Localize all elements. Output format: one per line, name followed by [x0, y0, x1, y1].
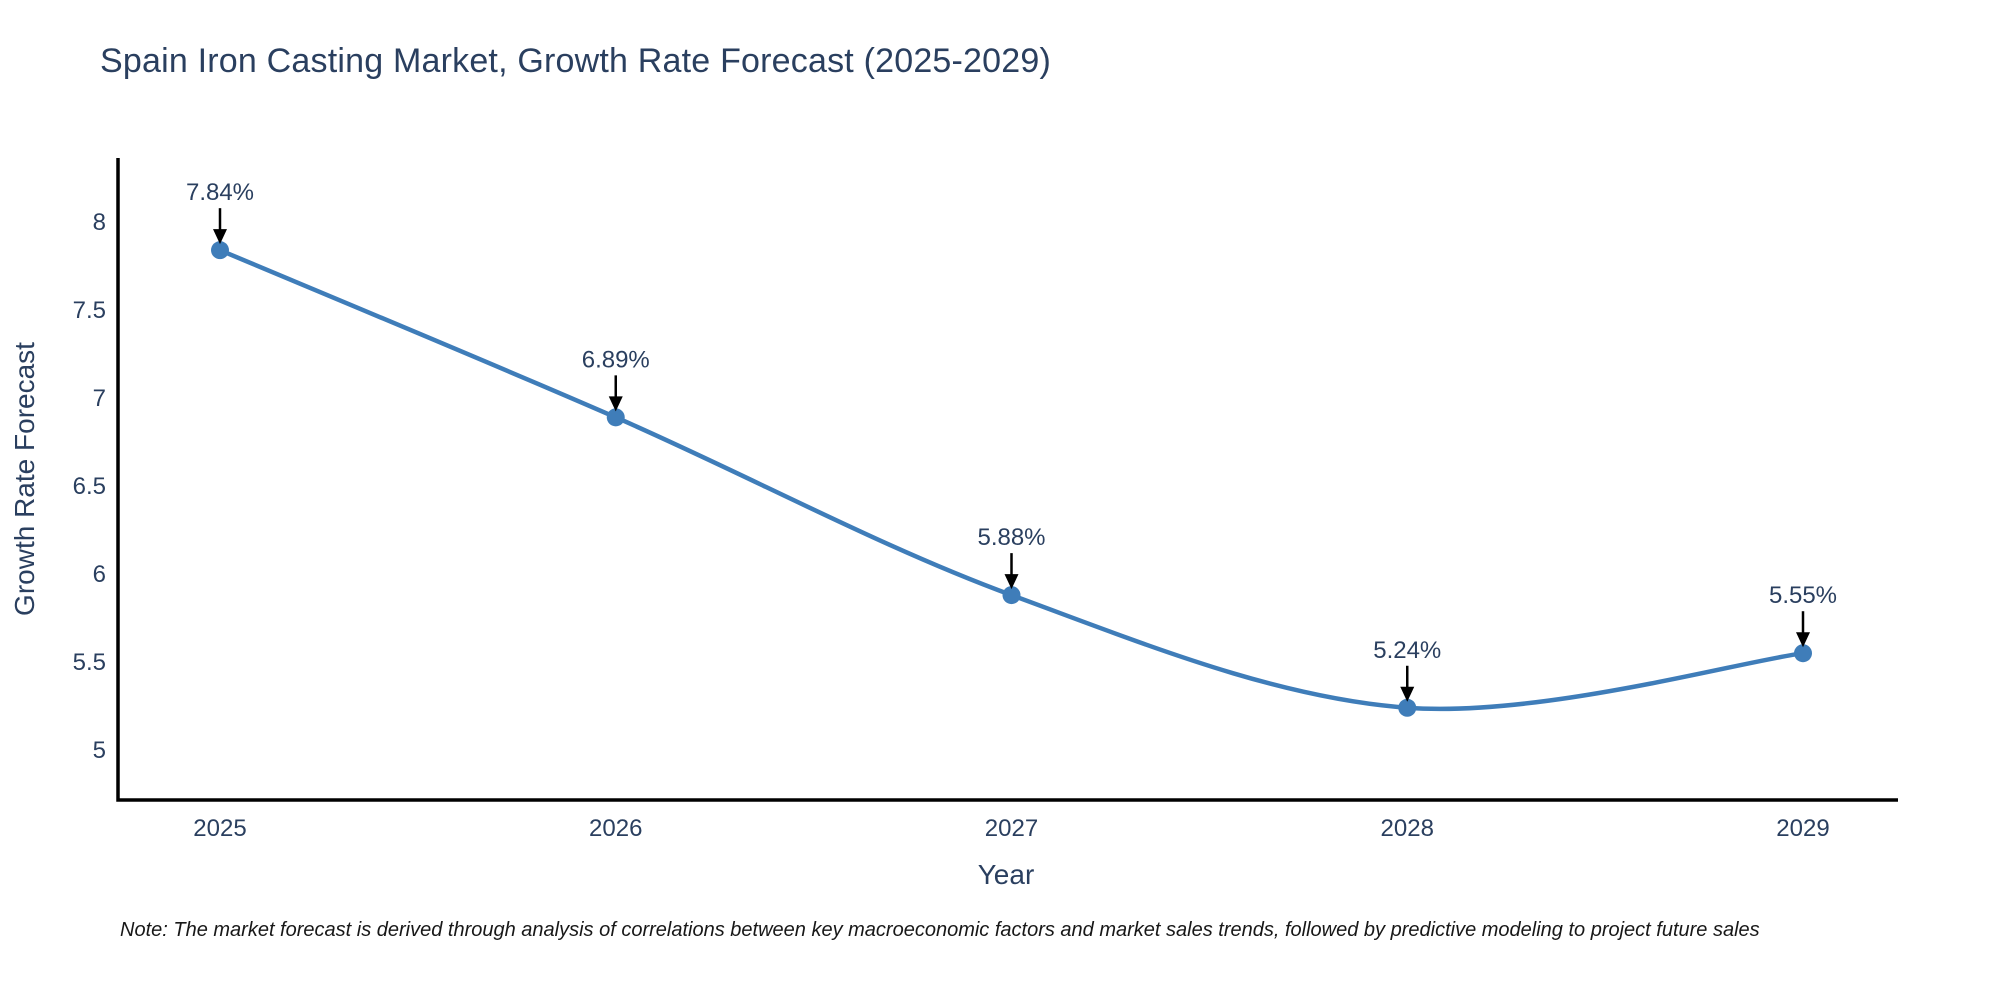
x-tick-label: 2025 [193, 815, 246, 842]
annotation-arrowhead-icon [608, 396, 623, 412]
data-point-marker [1794, 644, 1812, 663]
x-tick-label: 2027 [985, 815, 1038, 842]
data-point-label: 6.89% [582, 346, 650, 373]
y-tick-label: 7.5 [73, 297, 106, 324]
y-tick-label: 6.5 [73, 473, 106, 500]
data-point-marker [211, 241, 229, 260]
data-point-marker [1398, 698, 1417, 717]
y-tick-label: 7 [93, 385, 106, 412]
data-point-label: 5.88% [977, 524, 1045, 551]
annotation-arrowhead-icon [1796, 632, 1810, 648]
forecast-line [217, 247, 1806, 712]
x-tick-label: 2026 [589, 815, 642, 842]
axis-lines [116, 158, 1898, 802]
y-tick-label: 6 [93, 561, 106, 588]
y-tick-label: 8 [93, 209, 106, 236]
footnote: Note: The market forecast is derived thr… [120, 919, 1760, 941]
data-point-label: 7.84% [186, 179, 254, 206]
plot-dynamic: 5 5.5 6 6.5 7 7.5 8 2025 2026 2027 2028 2029 7.84% 6.… [73, 158, 1898, 842]
chart-title: Spain Iron Casting Market, Growth Rate F… [100, 42, 1052, 80]
y-axis-title: Growth Rate Forecast [9, 342, 40, 616]
data-point-marker [1002, 586, 1021, 605]
y-tick-label: 5 [93, 737, 106, 764]
x-axis-title: Year [978, 859, 1035, 890]
data-point-label: 5.24% [1373, 637, 1441, 664]
x-tick-label: 2029 [1776, 815, 1829, 842]
x-tick-label: 2028 [1381, 815, 1434, 842]
annotation-arrowhead-icon [1400, 686, 1415, 702]
annotation-arrowhead-icon [213, 229, 227, 245]
annotation-arrowhead-icon [1004, 574, 1019, 590]
data-point-marker [606, 408, 625, 427]
data-point-label: 5.55% [1769, 582, 1837, 609]
y-tick-label: 5.5 [73, 649, 106, 676]
